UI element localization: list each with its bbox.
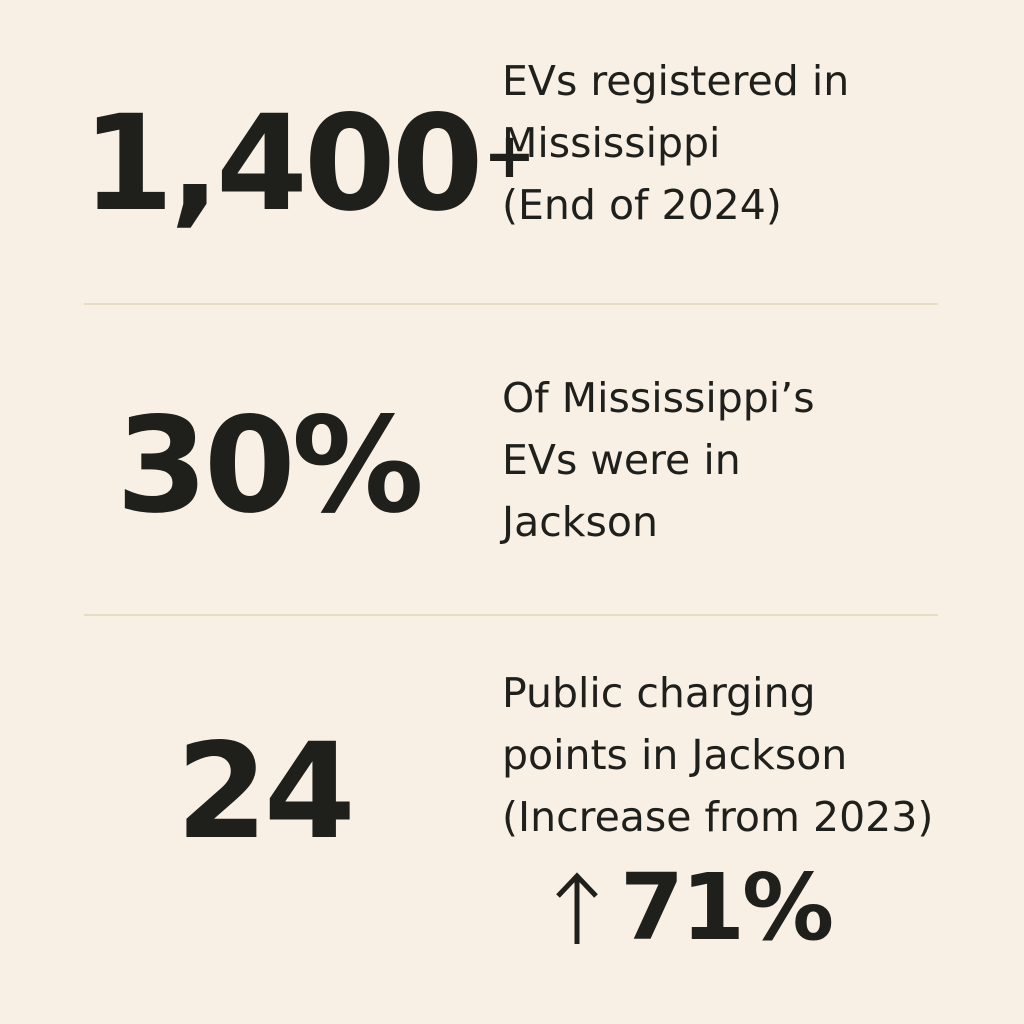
change-value: 71% (620, 854, 834, 961)
description-line: Jackson (502, 498, 658, 546)
stat-value: 24 (176, 726, 356, 858)
description-line: Of Mississippi’s (502, 374, 815, 422)
plus-sign: + (483, 119, 536, 192)
stat-value: 1,400+ (82, 98, 535, 230)
description-line: (Increase from 2023) (502, 793, 934, 841)
stat-description: EVs registered in Mississippi (End of 20… (502, 50, 849, 236)
stat-number: 30% (116, 389, 424, 543)
section-divider (84, 303, 938, 305)
stat-description: Public charging points in Jackson (Incre… (502, 662, 933, 848)
description-line: (End of 2024) (502, 181, 782, 229)
stat-number: 24 (176, 715, 356, 869)
description-line: points in Jackson (502, 731, 848, 779)
stat-value: 30% (116, 400, 424, 532)
description-line: Mississippi (502, 119, 721, 167)
description-line: EVs were in (502, 436, 741, 484)
stat-number: 1,400 (82, 87, 484, 241)
stat-description: Of Mississippi’s EVs were in Jackson (502, 367, 815, 553)
arrow-up-icon (552, 868, 602, 948)
section-divider (84, 614, 938, 616)
change-indicator: 71% (552, 854, 834, 961)
description-line: EVs registered in (502, 57, 850, 105)
description-line: Public charging (502, 669, 816, 717)
